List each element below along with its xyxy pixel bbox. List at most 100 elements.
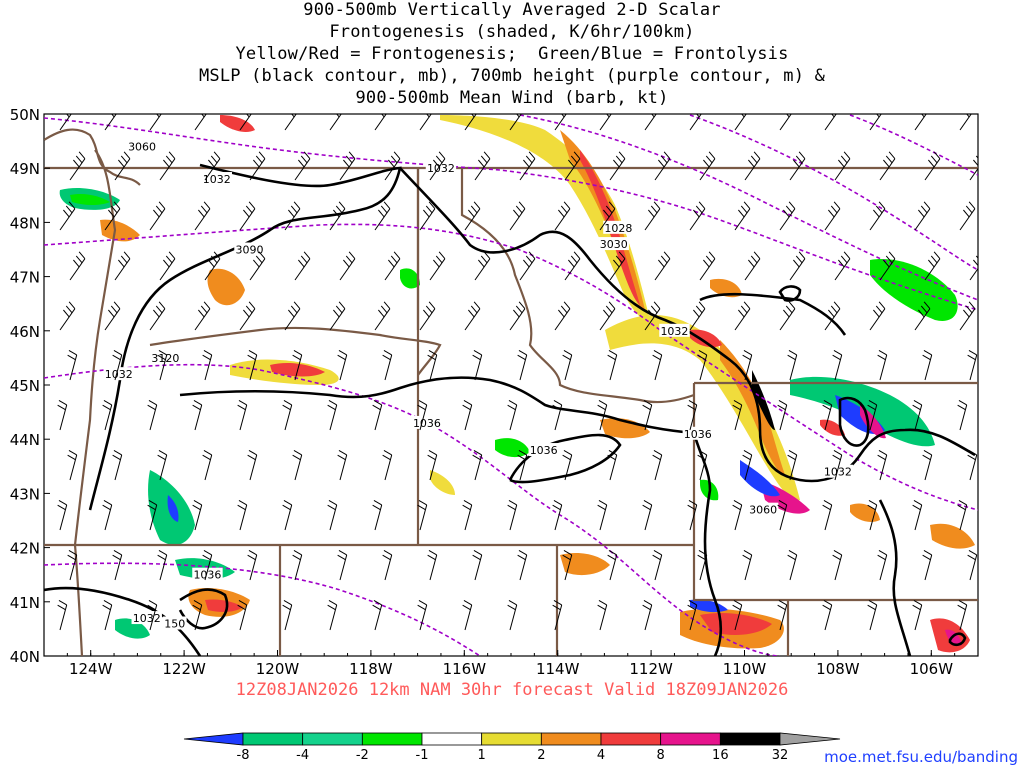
wind-barb (157, 349, 168, 381)
wind-barb (644, 201, 661, 231)
wind-barb (509, 201, 526, 231)
wind-barb (787, 349, 798, 381)
wind-barb (474, 251, 491, 281)
wind-barb (562, 449, 573, 481)
wind-barb (192, 499, 203, 531)
contour-label-bg (598, 237, 629, 251)
wind-barb (957, 599, 968, 631)
wind-barb (337, 449, 348, 481)
title-line-2: Frontogenesis (shaded, K/6hr/100km) (329, 22, 695, 42)
wind-barb (599, 201, 616, 231)
wind-barb (914, 114, 927, 131)
wind-barb (959, 114, 972, 131)
wind-barb (652, 449, 663, 481)
longitude-axis: 124W 122W 120W 118W 116W 114W 112W 110W 108W 106W (66, 650, 979, 678)
lon-label: 118W (349, 660, 393, 678)
wind-barb (644, 114, 657, 131)
contour-label-bg (103, 367, 134, 381)
wind-barb (464, 114, 477, 131)
wind-barb (834, 151, 851, 181)
contour-label-bg (603, 220, 634, 234)
wind-barb (744, 151, 761, 181)
wind-barb (247, 549, 258, 581)
wind-barb (517, 349, 528, 381)
wind-barb (69, 251, 86, 281)
wind-barb (687, 599, 698, 631)
wind-barb (779, 114, 792, 131)
wind-barb (822, 399, 833, 431)
colorbar-swatch (481, 732, 542, 746)
wind-barb (564, 251, 581, 281)
wind-barb (922, 449, 933, 481)
colorbar-label: -4 (296, 748, 309, 763)
wind-barb (194, 201, 211, 231)
wind-barb (789, 251, 806, 281)
wind-barb (419, 201, 436, 231)
wind-barb (599, 301, 616, 331)
wind-barb (599, 114, 612, 131)
contour-label-bg (126, 139, 158, 153)
political-borders (44, 128, 978, 656)
wind-barb (912, 499, 923, 531)
contour-label-bg (425, 161, 457, 175)
wind-barb (967, 349, 978, 381)
wind-barb (372, 599, 383, 631)
wind-barb (832, 549, 843, 581)
wind-barb (329, 201, 346, 231)
wind-barb (922, 549, 933, 581)
wind-barb (652, 549, 663, 581)
wind-barb (282, 599, 293, 631)
contour-label-bg (192, 567, 223, 581)
wind-barb (554, 301, 571, 331)
wind-barb (149, 301, 166, 331)
wind-barb (519, 151, 536, 181)
colorbar-swatch (421, 732, 483, 746)
wind-barb (824, 114, 837, 131)
wind-barb (327, 399, 338, 431)
wind-barb (834, 251, 851, 281)
wind-barb (159, 251, 176, 281)
wind-barb (282, 399, 293, 431)
contour-labels: 3060103210323090102830301032312010321036… (103, 139, 854, 630)
wind-barb (734, 114, 747, 131)
wind-barb (822, 599, 833, 631)
wind-barb (429, 151, 446, 181)
wind-barb (867, 399, 878, 431)
wind-barb (372, 499, 383, 531)
title-line-1: 900-500mb Vertically Averaged 2-D Scalar (303, 0, 721, 20)
title-line-3: Yellow/Red = Frontogenesis; Green/Blue =… (235, 44, 789, 64)
wind-barb (417, 599, 428, 631)
wind-barb (249, 151, 266, 181)
lat-label: 46N (10, 323, 40, 341)
wind-barb (957, 399, 968, 431)
wind-barb (642, 399, 653, 431)
wind-barb (507, 499, 518, 531)
wind-barb (419, 301, 436, 331)
colorbar-swatch (242, 732, 304, 746)
wind-barb (282, 499, 293, 531)
wind-barb (247, 449, 258, 481)
contour-label: 1036 (684, 428, 712, 441)
lat-label: 41N (10, 594, 40, 612)
wind-barb (607, 549, 618, 581)
colorbar-label: -8 (237, 748, 250, 763)
wind-barb (102, 399, 113, 431)
wind-barb (429, 251, 446, 281)
contour-label: 1032 (133, 612, 161, 625)
lon-label: 114W (536, 660, 580, 678)
wind-barb (202, 349, 213, 381)
wind-barb (552, 399, 563, 431)
wind-barb (149, 114, 162, 131)
wind-barb (237, 399, 248, 431)
wind-barb (327, 599, 338, 631)
wind-barbs (57, 114, 978, 631)
wind-barb (777, 399, 788, 431)
latitude-axis: 50N 49N 48N 47N 46N 45N 44N 43N 42N 41N 40N (10, 106, 50, 666)
contour-label-bg (528, 443, 559, 457)
colorbar-swatch (600, 732, 662, 746)
wind-barb (147, 499, 158, 531)
wind-barb (102, 499, 113, 531)
wind-barb (472, 449, 483, 481)
wind-barb (967, 449, 978, 481)
wind-barb (327, 499, 338, 531)
